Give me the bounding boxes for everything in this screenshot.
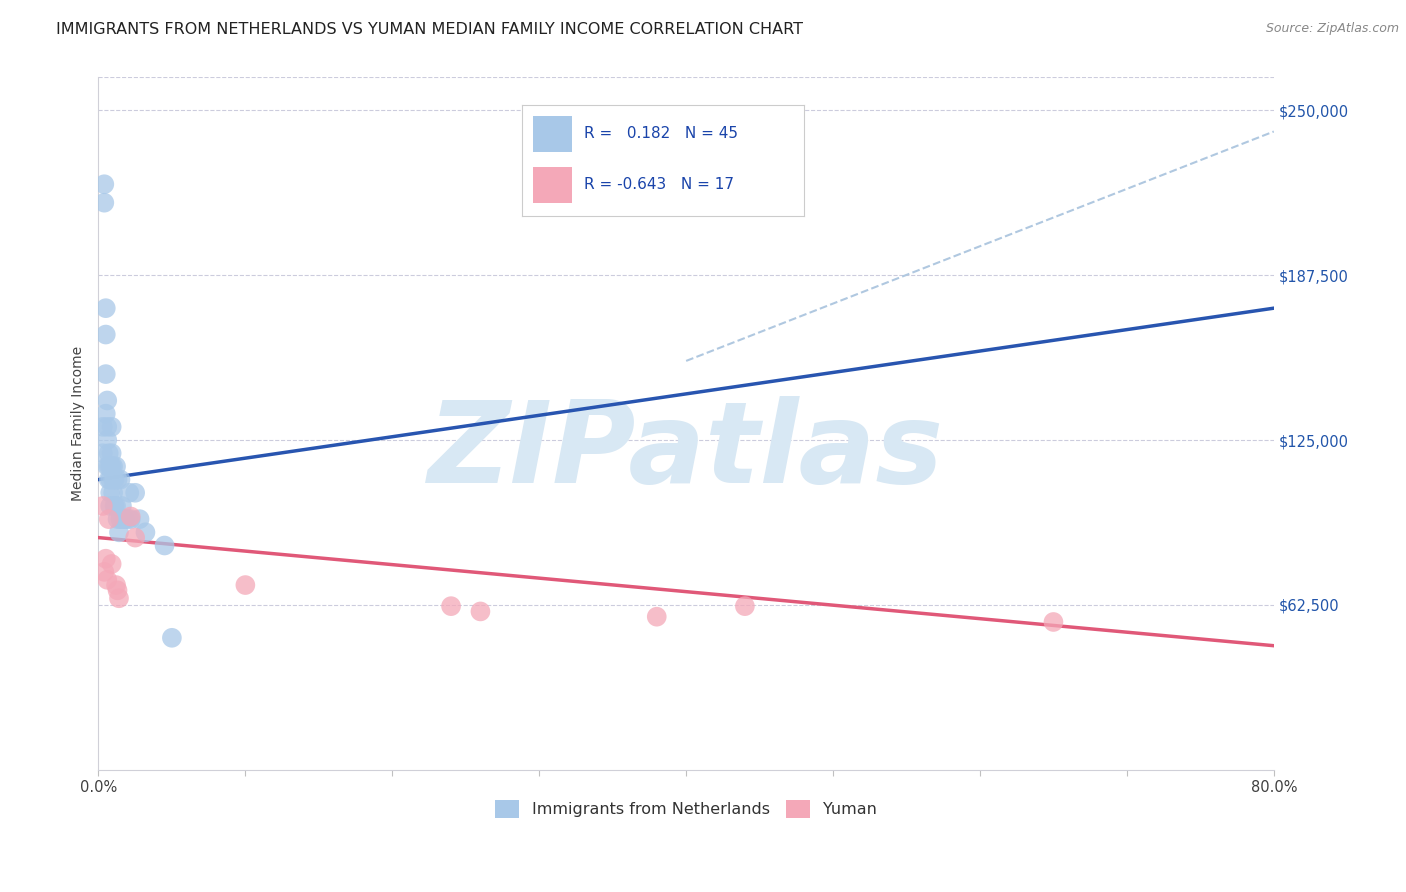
Point	[107, 512, 129, 526]
Point	[645, 609, 668, 624]
Point	[104, 473, 127, 487]
Y-axis label: Median Family Income: Median Family Income	[72, 346, 86, 501]
Point	[105, 578, 128, 592]
Legend: Immigrants from Netherlands, Yuman: Immigrants from Netherlands, Yuman	[489, 794, 883, 824]
Point	[734, 599, 756, 614]
Point	[101, 485, 124, 500]
Point	[97, 512, 120, 526]
Point	[104, 499, 127, 513]
Point	[118, 485, 141, 500]
Point	[440, 599, 463, 614]
Point	[93, 195, 115, 210]
Text: ZIPatlas: ZIPatlas	[427, 396, 945, 507]
Text: Source: ZipAtlas.com: Source: ZipAtlas.com	[1265, 22, 1399, 36]
Point	[235, 578, 257, 592]
Point	[107, 583, 129, 598]
Point	[100, 557, 122, 571]
Point	[96, 433, 118, 447]
Text: IMMIGRANTS FROM NETHERLANDS VS YUMAN MEDIAN FAMILY INCOME CORRELATION CHART: IMMIGRANTS FROM NETHERLANDS VS YUMAN MED…	[56, 22, 803, 37]
Point	[94, 551, 117, 566]
Point	[100, 459, 122, 474]
Point	[94, 301, 117, 315]
Point	[96, 573, 118, 587]
Point	[120, 509, 142, 524]
Point	[91, 446, 114, 460]
Point	[98, 459, 121, 474]
Point	[91, 499, 114, 513]
Point	[105, 499, 128, 513]
Point	[100, 446, 122, 460]
Point	[117, 512, 139, 526]
Point	[107, 473, 129, 487]
Point	[108, 525, 131, 540]
Point	[98, 499, 121, 513]
Point	[105, 459, 128, 474]
Point	[153, 539, 176, 553]
Point	[98, 473, 121, 487]
Point	[98, 485, 121, 500]
Point	[110, 512, 132, 526]
Point	[91, 420, 114, 434]
Point	[96, 393, 118, 408]
Point	[110, 473, 132, 487]
Point	[97, 459, 120, 474]
Point	[1042, 615, 1064, 629]
Point	[93, 565, 115, 579]
Point	[93, 178, 115, 192]
Point	[97, 473, 120, 487]
Point	[94, 407, 117, 421]
Point	[120, 512, 142, 526]
Point	[111, 499, 134, 513]
Point	[128, 512, 150, 526]
Point	[124, 485, 146, 500]
Point	[101, 473, 124, 487]
Point	[94, 367, 117, 381]
Point	[108, 591, 131, 606]
Point	[100, 420, 122, 434]
Point	[470, 604, 492, 618]
Point	[97, 446, 120, 460]
Point	[112, 512, 135, 526]
Point	[124, 531, 146, 545]
Point	[96, 420, 118, 434]
Point	[134, 525, 156, 540]
Point	[94, 327, 117, 342]
Point	[160, 631, 183, 645]
Point	[114, 512, 136, 526]
Point	[96, 459, 118, 474]
Point	[101, 459, 124, 474]
